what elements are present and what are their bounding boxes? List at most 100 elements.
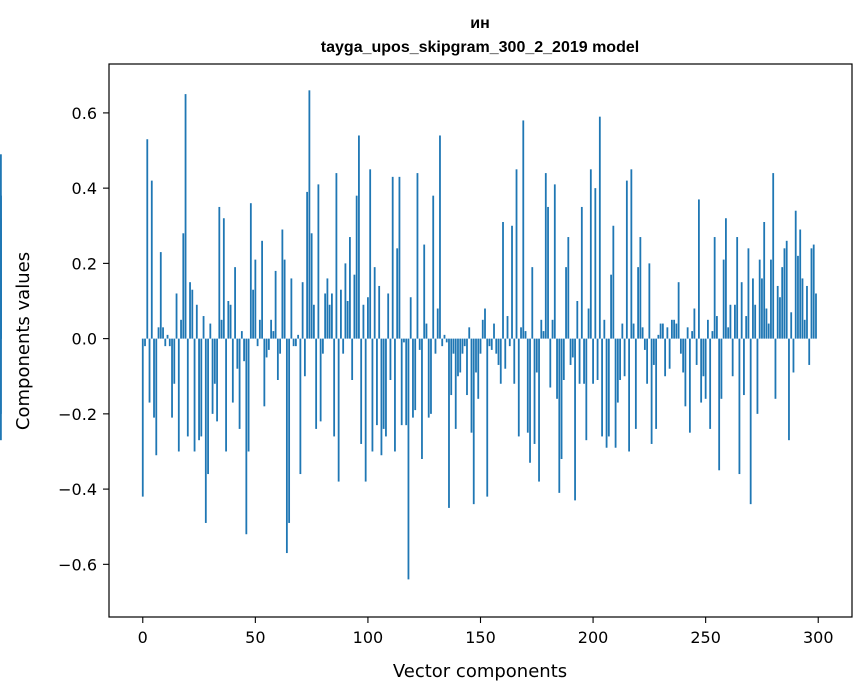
bar xyxy=(328,304,331,339)
bar xyxy=(565,267,567,339)
bar xyxy=(725,218,727,339)
bar xyxy=(308,90,311,339)
bar xyxy=(202,316,205,339)
bar xyxy=(150,180,153,339)
bar xyxy=(508,338,511,347)
bar xyxy=(682,338,685,373)
bar xyxy=(340,289,342,339)
bar xyxy=(141,338,144,497)
bar xyxy=(155,338,158,456)
bar xyxy=(153,338,155,418)
bar xyxy=(146,139,149,339)
bar xyxy=(207,338,209,475)
bar xyxy=(229,304,232,339)
bar xyxy=(369,169,372,339)
bar xyxy=(189,282,191,339)
bar xyxy=(324,293,327,339)
plot-frame xyxy=(108,63,853,618)
bar xyxy=(718,338,721,471)
bar xyxy=(493,323,495,339)
bar xyxy=(159,252,162,339)
bar xyxy=(574,338,576,501)
bar xyxy=(254,259,257,339)
bar xyxy=(249,203,252,339)
bar xyxy=(511,225,513,339)
bar xyxy=(351,338,354,380)
bar xyxy=(409,297,412,339)
bar xyxy=(702,338,705,377)
bar xyxy=(567,237,570,339)
bar xyxy=(321,338,324,354)
bar xyxy=(533,338,536,444)
bar xyxy=(283,259,286,339)
bar xyxy=(628,338,630,452)
bar xyxy=(540,319,543,339)
bar xyxy=(583,338,585,384)
bar xyxy=(191,289,194,339)
bar xyxy=(380,338,383,456)
y-axis-ticks: −0.6 −0.4 −0.2 0.0 0.2 0.4 0.6 xyxy=(58,104,109,574)
x-axis-label: Vector components xyxy=(393,661,567,682)
bar xyxy=(770,259,772,339)
bar xyxy=(468,327,471,339)
bar xyxy=(517,338,520,437)
bar xyxy=(344,263,347,339)
bar xyxy=(166,334,169,339)
bar xyxy=(767,323,770,339)
bar xyxy=(326,278,329,339)
bar xyxy=(439,135,441,339)
bar xyxy=(675,323,678,339)
bar xyxy=(693,308,696,339)
bar xyxy=(290,278,293,339)
bar xyxy=(506,316,509,339)
bar xyxy=(425,323,428,339)
x-tick-label: 50 xyxy=(245,628,265,647)
x-axis-ticks: 0 50 100 150 200 250 300 xyxy=(138,617,834,647)
bar xyxy=(695,338,698,365)
bar xyxy=(267,338,270,350)
bar xyxy=(720,338,723,399)
bar xyxy=(610,274,612,339)
bar xyxy=(303,338,306,377)
bar xyxy=(243,338,245,362)
bar xyxy=(261,240,263,339)
bar xyxy=(526,338,529,433)
bar xyxy=(396,248,399,339)
bar xyxy=(481,319,484,339)
bar xyxy=(677,282,680,339)
bar xyxy=(285,338,288,554)
bar xyxy=(378,285,381,339)
bar xyxy=(263,338,266,407)
bar xyxy=(529,338,531,463)
bar xyxy=(670,319,673,339)
bar xyxy=(231,338,234,403)
bar xyxy=(772,173,775,339)
bar xyxy=(479,338,482,354)
bar xyxy=(587,308,590,339)
bar xyxy=(258,319,261,339)
bar xyxy=(276,338,279,380)
bar xyxy=(756,338,759,414)
bar xyxy=(274,270,277,339)
bar xyxy=(779,297,781,339)
bar xyxy=(788,338,790,441)
bar xyxy=(355,195,358,339)
bar xyxy=(531,267,534,339)
bar xyxy=(227,301,230,339)
x-tick-label: 0 xyxy=(138,628,148,647)
bar xyxy=(592,338,594,384)
bar xyxy=(747,248,750,339)
bar xyxy=(679,338,682,354)
bar xyxy=(686,327,689,339)
bar xyxy=(639,237,642,339)
bar xyxy=(180,319,182,339)
bar xyxy=(547,206,549,339)
y-tick-label: 0.0 xyxy=(72,330,97,349)
bar xyxy=(495,338,498,354)
bar xyxy=(648,263,651,339)
bar xyxy=(698,199,700,339)
bar xyxy=(632,323,635,339)
bar xyxy=(524,331,527,339)
bar xyxy=(585,338,588,441)
bar xyxy=(461,338,464,354)
